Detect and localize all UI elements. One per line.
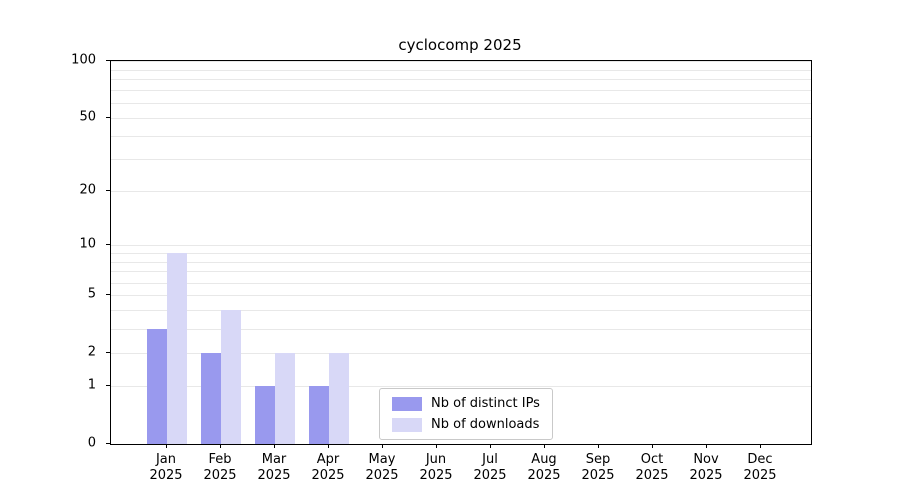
bar-ips-mar bbox=[255, 386, 275, 444]
chart-title: cyclocomp 2025 bbox=[398, 36, 522, 54]
bar-downloads-mar bbox=[275, 352, 295, 444]
y-tick-label: 5 bbox=[87, 286, 96, 302]
x-tick-mark bbox=[760, 444, 761, 448]
x-tick-label: Feb 2025 bbox=[203, 452, 237, 483]
y-tick-mark bbox=[106, 190, 110, 192]
bar-ips-apr bbox=[309, 386, 329, 444]
x-tick-mark bbox=[274, 444, 275, 448]
legend-swatch-distinct-ips bbox=[392, 396, 422, 411]
legend-swatch-downloads bbox=[392, 417, 422, 432]
y-tick-mark bbox=[106, 116, 110, 118]
x-tick-label: Jul 2025 bbox=[473, 452, 507, 483]
y-tick-label: 0 bbox=[87, 435, 96, 451]
legend-item-downloads: Nb of downloads bbox=[392, 417, 540, 432]
y-tick-mark bbox=[106, 351, 110, 353]
y-tick-label: 1 bbox=[87, 377, 96, 393]
gridline bbox=[111, 352, 811, 354]
gridline bbox=[111, 328, 811, 330]
gridline bbox=[111, 159, 811, 161]
x-tick-label: Jun 2025 bbox=[419, 452, 453, 483]
y-tick-label: 10 bbox=[79, 236, 96, 252]
legend-label-distinct-ips: Nb of distinct IPs bbox=[431, 396, 540, 411]
gridline bbox=[111, 261, 811, 263]
x-tick-mark bbox=[328, 444, 329, 448]
x-tick-label: Aug 2025 bbox=[527, 452, 561, 483]
plot-area: Nb of distinct IPs Nb of downloads bbox=[110, 60, 812, 445]
gridline bbox=[111, 135, 811, 137]
gridline bbox=[111, 69, 811, 71]
y-tick-mark bbox=[106, 385, 110, 387]
x-tick-label: Mar 2025 bbox=[257, 452, 291, 483]
legend-item-distinct-ips: Nb of distinct IPs bbox=[392, 396, 540, 411]
bar-ips-jan bbox=[147, 328, 167, 444]
x-tick-mark bbox=[544, 444, 545, 448]
x-tick-mark bbox=[382, 444, 383, 448]
legend: Nb of distinct IPs Nb of downloads bbox=[379, 388, 553, 440]
x-tick-label: Nov 2025 bbox=[689, 452, 723, 483]
x-tick-label: Apr 2025 bbox=[311, 452, 345, 483]
bar-downloads-feb bbox=[221, 310, 241, 444]
x-tick-mark bbox=[706, 444, 707, 448]
x-tick-mark bbox=[490, 444, 491, 448]
x-tick-label: May 2025 bbox=[365, 452, 399, 483]
y-tick-label: 2 bbox=[87, 344, 96, 360]
x-tick-mark bbox=[598, 444, 599, 448]
gridline bbox=[111, 252, 811, 254]
y-axis: 0 1 2 5 10 20 50 100 bbox=[0, 53, 110, 451]
gridline bbox=[111, 102, 811, 104]
gridline bbox=[111, 282, 811, 284]
y-tick-mark bbox=[106, 294, 110, 296]
gridline bbox=[111, 191, 811, 193]
gridline bbox=[111, 61, 811, 62]
gridline bbox=[111, 79, 811, 81]
x-tick-label: Sep 2025 bbox=[581, 452, 615, 483]
gridline bbox=[111, 271, 811, 273]
x-tick-mark bbox=[220, 444, 221, 448]
x-tick-label: Dec 2025 bbox=[743, 452, 777, 483]
x-tick-label: Jan 2025 bbox=[149, 452, 183, 483]
gridline bbox=[111, 90, 811, 92]
x-tick-mark bbox=[166, 444, 167, 448]
gridline bbox=[111, 310, 811, 312]
y-tick-label: 20 bbox=[79, 182, 96, 198]
x-tick-mark bbox=[652, 444, 653, 448]
y-tick-mark bbox=[106, 244, 110, 245]
x-tick-mark bbox=[436, 444, 437, 448]
y-tick-label: 50 bbox=[79, 109, 96, 125]
bar-downloads-apr bbox=[329, 352, 349, 444]
gridline bbox=[111, 117, 811, 119]
y-tick-label: 100 bbox=[71, 52, 96, 68]
y-tick-mark bbox=[106, 60, 110, 61]
x-tick-label: Oct 2025 bbox=[635, 452, 669, 483]
bar-ips-feb bbox=[201, 352, 221, 444]
legend-label-downloads: Nb of downloads bbox=[431, 417, 540, 432]
gridline bbox=[111, 386, 811, 388]
x-axis: Jan 2025 Feb 2025 Mar 2025 Apr 2025 May 2025 Jun 20… bbox=[110, 444, 810, 496]
gridline bbox=[111, 295, 811, 297]
gridline bbox=[111, 245, 811, 246]
y-tick-mark bbox=[106, 443, 110, 444]
bar-downloads-jan bbox=[167, 252, 187, 444]
